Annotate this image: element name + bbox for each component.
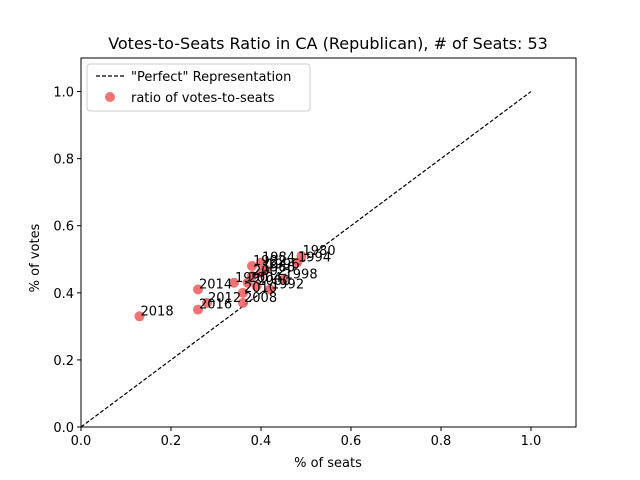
x-tick-label: 0.8 [431, 434, 452, 449]
legend-box [86, 63, 311, 112]
y-tick-label: 0.8 [53, 153, 74, 168]
point-label-2014: 2014 [199, 277, 232, 292]
x-tick-label: 0.4 [251, 434, 272, 449]
point-label-2016: 2016 [199, 298, 232, 313]
data-point-1980 [296, 250, 307, 261]
point-label-2008: 2008 [244, 291, 277, 306]
data-point-2000 [251, 281, 262, 292]
axes-frame [80, 57, 577, 428]
y-tick-label: 1.0 [53, 86, 74, 101]
y-tick-label: 0.4 [53, 287, 74, 302]
point-label-1980: 1980 [303, 244, 336, 259]
x-tick-label: 0.2 [161, 434, 182, 449]
data-point-1998 [278, 274, 289, 285]
legend: "Perfect" Representation ratio of votes-… [86, 63, 311, 112]
data-point-1990 [229, 277, 239, 288]
point-label-1986: 1986 [262, 261, 295, 276]
y-tick-label: 0.0 [53, 421, 74, 436]
data-point-2010 [238, 287, 248, 298]
point-label-1982: 1982 [253, 254, 286, 269]
x-axis-label: % of seats [294, 456, 362, 471]
point-label-1996: 1996 [267, 257, 300, 272]
legend-label-ratio: ratio of votes-to-seats [131, 91, 275, 106]
data-point-1992 [265, 284, 275, 295]
y-tick-label: 0.6 [53, 220, 74, 235]
x-tick-label: 1.0 [521, 434, 542, 449]
data-point-1982 [247, 260, 257, 271]
data-point-2012 [202, 297, 212, 308]
data-point-2016 [193, 304, 203, 315]
data-point-2014 [193, 284, 203, 295]
data-point-1984 [256, 257, 266, 268]
y-axis-label: % of votes [28, 223, 43, 292]
data-point-2008 [238, 297, 248, 308]
point-label-1984: 1984 [262, 251, 295, 266]
legend-marker-swatch [105, 92, 115, 102]
data-point-2002 [247, 271, 257, 282]
point-label-2018: 2018 [141, 304, 174, 319]
point-label-2002: 2002 [253, 264, 286, 279]
legend-label-perfect: "Perfect" Representation [131, 70, 291, 85]
y-tick-label: 0.2 [53, 354, 74, 369]
perfect-representation-line [80, 91, 532, 428]
point-label-1992: 1992 [271, 277, 304, 292]
point-label-1994: 1994 [298, 251, 331, 266]
chart-title: Votes-to-Seats Ratio in CA (Republican),… [108, 34, 548, 53]
point-label-2010: 2010 [244, 281, 277, 296]
point-label-2004: 2004 [249, 271, 282, 286]
point-label-1998: 1998 [285, 267, 318, 282]
data-point-2018 [134, 311, 145, 322]
x-tick-label: 0.6 [341, 434, 362, 449]
point-label-2000: 2000 [258, 274, 291, 289]
point-label-2012: 2012 [208, 291, 241, 306]
point-label-1990: 1990 [235, 271, 268, 286]
x-tick-label: 0.0 [71, 434, 92, 449]
